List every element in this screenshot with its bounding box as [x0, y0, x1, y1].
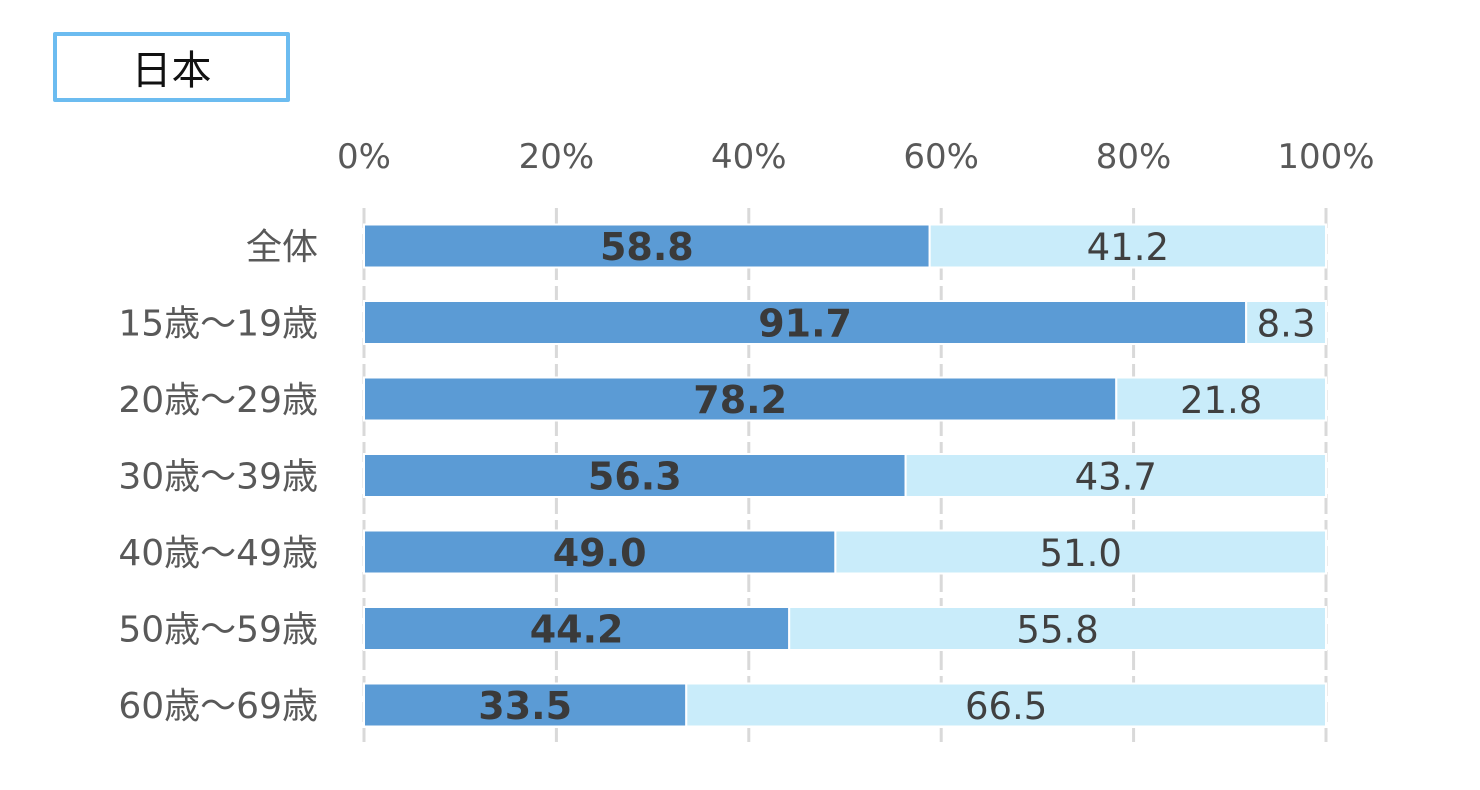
data-label: 49.0 [553, 531, 647, 575]
bar-segment-primary [363, 606, 791, 651]
data-label: 21.8 [1180, 379, 1262, 422]
category-label: 30歳～39歳 [118, 457, 318, 498]
data-label: 55.8 [1016, 609, 1098, 652]
bar-segment-primary [363, 300, 1248, 345]
data-label: 43.7 [1075, 456, 1157, 499]
bar-segment-secondary [834, 529, 1327, 575]
category-labels: 全体 15歳～19歳 20歳～29歳 30歳～39歳 40歳～49歳 50歳～59歳 60歳… [118, 227, 318, 727]
category-label: 50歳～59歳 [118, 610, 318, 651]
bar-segment-primary [363, 453, 907, 498]
data-label: 66.5 [965, 685, 1047, 728]
x-tick-label: 20% [519, 137, 595, 177]
data-label: 44.2 [530, 608, 624, 652]
bar-segment-primary [363, 376, 1118, 422]
data-label: 91.7 [758, 302, 852, 346]
chart-title-box: 日本 [53, 32, 290, 102]
bar-segment-secondary [685, 682, 1327, 728]
x-tick-label: 100% [1277, 137, 1374, 177]
data-label: 33.5 [478, 684, 572, 728]
data-labels: 58.8 41.2 91.7 8.3 78.2 21.8 56.3 43.7 49.0 51.0 4… [478, 225, 1315, 728]
bar-segment-secondary [928, 223, 1327, 269]
x-tick-label: 80% [1096, 137, 1172, 177]
category-label: 20歳～29歳 [118, 380, 318, 421]
x-tick-label: 60% [903, 137, 979, 177]
data-label: 51.0 [1039, 532, 1121, 575]
data-label: 78.2 [693, 378, 787, 422]
data-label: 56.3 [588, 455, 682, 499]
bar-segment-secondary [1245, 300, 1328, 345]
x-axis-tick-labels: 0% 20% 40% 60% 80% 100% [337, 137, 1375, 177]
bar-segment-primary [363, 529, 837, 575]
data-label: 8.3 [1257, 303, 1316, 346]
bar-segment-secondary [904, 453, 1328, 498]
category-label: 60歳～69歳 [118, 686, 318, 727]
data-label: 58.8 [600, 225, 694, 269]
category-label: 15歳～19歳 [118, 304, 318, 345]
bar-segment-primary [363, 682, 688, 728]
bar-segment-secondary [788, 606, 1327, 651]
category-label: 40歳～49歳 [118, 533, 318, 574]
x-tick-label: 0% [337, 137, 391, 177]
data-label: 41.2 [1087, 226, 1169, 269]
chart-title: 日本 [131, 48, 212, 94]
x-tick-label: 40% [711, 137, 787, 177]
bars [363, 223, 1328, 728]
bar-segment-secondary [1115, 376, 1328, 422]
category-label: 全体 [246, 227, 318, 268]
